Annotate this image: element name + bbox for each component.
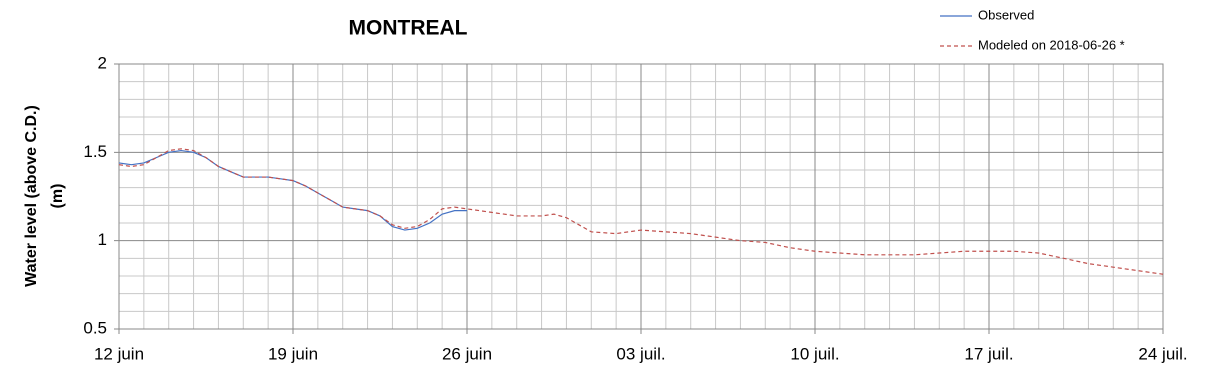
x-tick-label: 19 juin bbox=[268, 344, 318, 363]
grid: 0.5 1 1.5 2 12 juin 19 juin 26 juin 03 juil. 10 … bbox=[83, 53, 1187, 363]
plot-area bbox=[118, 148, 1164, 275]
x-tick-label: 24 juil. bbox=[1138, 344, 1187, 363]
chart-title: MONTREAL bbox=[349, 17, 468, 40]
x-tick-label: 10 juil. bbox=[790, 344, 839, 363]
x-tick-label: 03 juil. bbox=[616, 344, 665, 363]
y-tick-label: 0.5 bbox=[83, 318, 107, 337]
y-axis-label: Water level (above C.D.) bbox=[23, 105, 40, 287]
plot-border bbox=[118, 63, 1164, 330]
x-tick-label: 17 juil. bbox=[964, 344, 1013, 363]
legend-label: Observed bbox=[978, 7, 1034, 22]
data-line bbox=[118, 148, 1164, 275]
y-tick-label: 2 bbox=[98, 53, 107, 72]
x-tick-label: 26 juin bbox=[442, 344, 492, 363]
y-tick-label: 1.5 bbox=[83, 142, 107, 161]
y-axis-label: (m) bbox=[49, 184, 66, 209]
y-tick-label: 1 bbox=[98, 230, 107, 249]
legend: Observed Modeled on 2018-06-26 * bbox=[940, 7, 1125, 52]
x-tick-label: 12 juin bbox=[94, 344, 144, 363]
legend-label: Modeled on 2018-06-26 * bbox=[978, 37, 1125, 52]
